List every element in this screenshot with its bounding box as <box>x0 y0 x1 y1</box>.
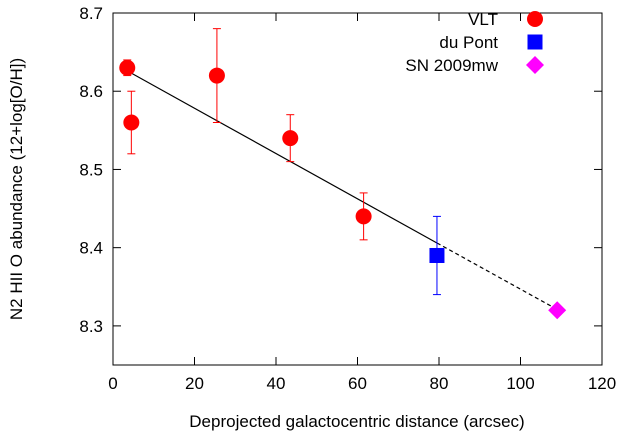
legend-marker <box>527 34 543 50</box>
fit-line <box>126 70 438 244</box>
extrapolated-fit-line <box>436 242 558 310</box>
y-tick-label: 8.5 <box>79 160 103 179</box>
ticks: 0 20 40 60 80 100 120 8.3 8.4 8.5 8.6 8.7 <box>79 4 616 393</box>
x-tick-label: 0 <box>108 374 117 393</box>
fit-lines <box>126 70 558 310</box>
legend-label: du Pont <box>439 33 498 52</box>
legend-label: VLT <box>468 10 498 29</box>
y-tick-label: 8.7 <box>79 4 103 23</box>
data-point <box>208 67 225 84</box>
data-point <box>355 208 372 225</box>
x-tick-label: 40 <box>267 374 286 393</box>
x-tick-label: 20 <box>185 374 204 393</box>
legend-label: SN 2009mw <box>405 56 498 75</box>
x-tick-label: 100 <box>506 374 534 393</box>
y-tick-label: 8.4 <box>79 239 103 258</box>
y-tick-label: 8.6 <box>79 82 103 101</box>
y-tick-label: 8.3 <box>79 317 103 336</box>
x-tick-label: 120 <box>588 374 616 393</box>
x-axis-label: Deprojected galactocentric distance (arc… <box>189 412 524 431</box>
x-tick-label: 80 <box>430 374 449 393</box>
data-point <box>123 114 140 131</box>
data-point <box>429 247 445 263</box>
data-marks <box>119 28 567 320</box>
x-tick-label: 60 <box>348 374 367 393</box>
data-point <box>119 59 136 76</box>
legend-marker <box>527 11 543 27</box>
y-axis-label: N2 HII O abundance (12+log[O/H]) <box>7 58 26 320</box>
legend-marker <box>526 56 544 74</box>
data-point <box>548 301 567 320</box>
legend: VLT du Pont SN 2009mw <box>405 10 544 75</box>
data-point <box>282 130 299 147</box>
